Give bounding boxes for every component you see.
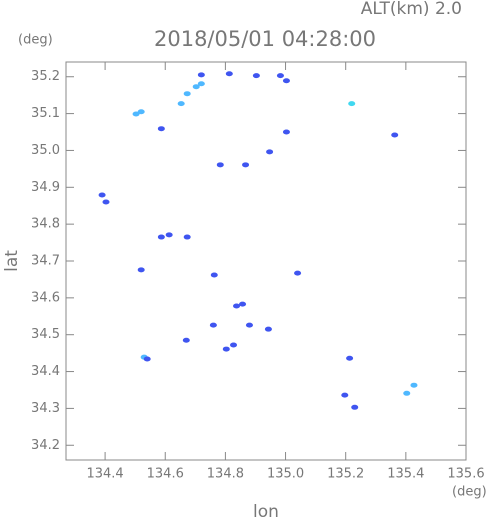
echo <box>197 81 205 87</box>
x-tick-label: 135.4 <box>387 467 424 482</box>
y-tick-label: 34.3 <box>31 401 60 416</box>
echo <box>222 346 230 352</box>
x-tick-label: 135.6 <box>447 467 484 482</box>
echo <box>351 404 359 410</box>
y-unit: (deg) <box>18 33 53 48</box>
echo <box>294 270 302 276</box>
x-tick-label: 135.2 <box>327 467 364 482</box>
echo <box>348 101 356 107</box>
echo <box>197 72 205 78</box>
echo <box>230 342 238 348</box>
echo <box>177 101 185 107</box>
y-tick-label: 35.0 <box>31 143 60 158</box>
echo <box>391 132 399 138</box>
echo <box>137 109 145 115</box>
echo <box>143 356 151 362</box>
echo <box>165 232 173 238</box>
echo <box>282 129 290 135</box>
plot-frame <box>65 61 467 461</box>
x-tick-label: 134.8 <box>207 467 244 482</box>
echo <box>183 91 191 97</box>
echo <box>242 162 250 168</box>
echo <box>341 392 349 398</box>
x-unit: (deg) <box>452 485 487 500</box>
y-tick-label: 34.9 <box>31 180 60 195</box>
y-axis-label: lat <box>2 250 22 272</box>
echo <box>157 126 165 132</box>
subtitle: ALT(km) 2.0 <box>361 0 462 19</box>
x-tick-label: 134.6 <box>147 467 184 482</box>
echo <box>403 390 411 396</box>
echo <box>410 382 418 388</box>
y-tick-label: 34.2 <box>31 438 60 453</box>
echo <box>346 355 354 361</box>
echo <box>192 84 200 90</box>
y-tick-label: 35.1 <box>31 106 60 121</box>
x-tick-label: 134.4 <box>86 467 123 482</box>
echo <box>209 322 217 328</box>
echo <box>239 301 247 307</box>
echo <box>245 322 253 328</box>
echo <box>252 73 260 79</box>
echo <box>210 272 218 278</box>
chart-title: 2018/05/01 04:28:00 <box>154 27 376 51</box>
y-tick-label: 34.5 <box>31 327 60 342</box>
echo <box>98 192 106 198</box>
y-tick-label: 34.8 <box>31 217 60 232</box>
y-tick-label: 34.6 <box>31 290 60 305</box>
x-axis-label: lon <box>253 502 279 521</box>
echo <box>183 234 191 240</box>
echo <box>266 149 274 155</box>
echo <box>216 162 224 168</box>
echo <box>276 73 284 79</box>
echo <box>225 71 233 77</box>
echo <box>102 199 110 205</box>
echo <box>137 267 145 273</box>
echo <box>282 78 290 84</box>
y-tick-label: 35.2 <box>31 69 60 84</box>
x-tick-label: 135.0 <box>267 467 304 482</box>
echo <box>132 111 140 117</box>
echo <box>157 234 165 240</box>
echo <box>264 326 272 332</box>
y-tick-label: 34.7 <box>31 254 60 269</box>
echo <box>233 303 241 309</box>
y-tick-label: 34.4 <box>31 364 60 379</box>
echo <box>182 337 190 343</box>
